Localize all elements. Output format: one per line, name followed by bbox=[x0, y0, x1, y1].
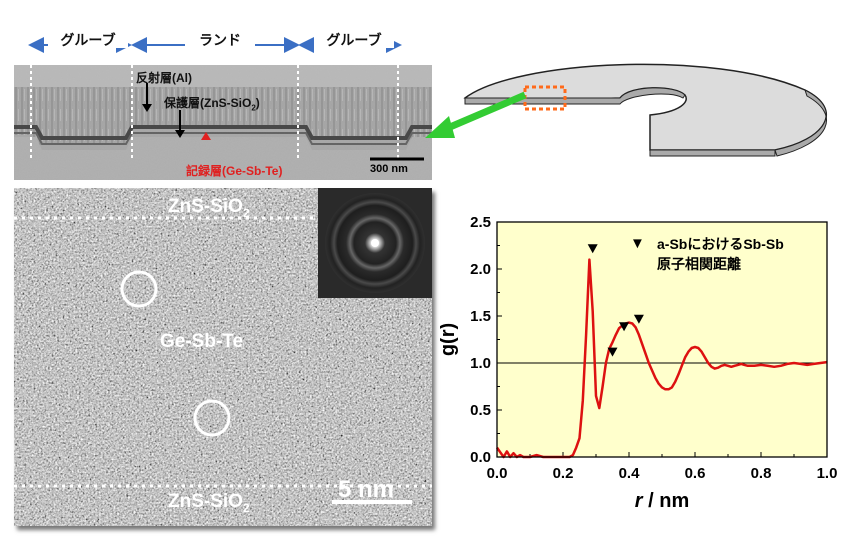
x-tick-label: 0.2 bbox=[553, 465, 574, 482]
cross-section-scale-label: 300 nm bbox=[370, 163, 408, 175]
pointer-arrow-icon bbox=[425, 91, 527, 138]
reflective-layer-label: 反射層(Al) bbox=[136, 71, 192, 85]
hrtem-bottom-layer-label: ZnS-SiO2 bbox=[168, 491, 250, 515]
region-circle-1 bbox=[120, 270, 158, 308]
region-circle-2 bbox=[193, 399, 231, 437]
y-axis-label: g(r) bbox=[440, 323, 459, 356]
land-label: ランド bbox=[185, 30, 255, 48]
x-tick-label: 0.8 bbox=[751, 465, 772, 482]
cross-section-tem-image bbox=[14, 65, 432, 180]
x-tick-label: 0.4 bbox=[619, 465, 641, 482]
x-tick-label: 0.0 bbox=[487, 465, 508, 482]
peak-marker-icon bbox=[587, 244, 598, 254]
y-tick-label: 2.0 bbox=[470, 261, 491, 278]
peak-marker-icon bbox=[619, 322, 630, 332]
right-groove-label: グルーブ bbox=[314, 30, 394, 48]
legend-marker-icon: ▼ bbox=[630, 235, 645, 252]
x-tick-label: 1.0 bbox=[817, 465, 838, 482]
plot-area bbox=[497, 222, 827, 457]
y-tick-label: 1.5 bbox=[470, 308, 491, 325]
peak-marker-icon bbox=[607, 347, 618, 357]
legend-line-1: a-SbにおけるSb-Sb bbox=[657, 236, 784, 252]
legend-line-2: 原子相関距離 bbox=[657, 256, 741, 272]
y-tick-label: 0.5 bbox=[470, 402, 491, 419]
recording-layer-label: 記録層(Ge-Sb-Te) bbox=[186, 164, 283, 178]
y-tick-label: 2.5 bbox=[470, 214, 491, 231]
layer-pointer-arrows bbox=[142, 83, 211, 140]
hrtem-scale-label: 5 nm bbox=[338, 476, 395, 503]
left-groove-label: グルーブ bbox=[48, 30, 128, 48]
gr-chart: 0.0 0.2 0.4 0.6 0.8 1.0 0.0 0.5 1.0 1.5 2.0 2.5 ▼ a… bbox=[440, 214, 838, 512]
peak-marker-icon bbox=[633, 314, 644, 324]
plot-frame bbox=[496, 221, 828, 458]
hrtem-image bbox=[14, 188, 432, 526]
y-tick-label: 0.0 bbox=[470, 449, 491, 466]
protective-layer-label: 保護層(ZnS-SiO2) bbox=[164, 96, 260, 113]
hrtem-top-layer-label: ZnS-SiO2 bbox=[168, 196, 250, 220]
y-tick-label: 1.0 bbox=[470, 355, 491, 372]
x-tick-label: 0.6 bbox=[685, 465, 706, 482]
x-axis-label: r / nm bbox=[635, 490, 689, 512]
hrtem-middle-label: Ge-Sb-Te bbox=[160, 331, 244, 352]
